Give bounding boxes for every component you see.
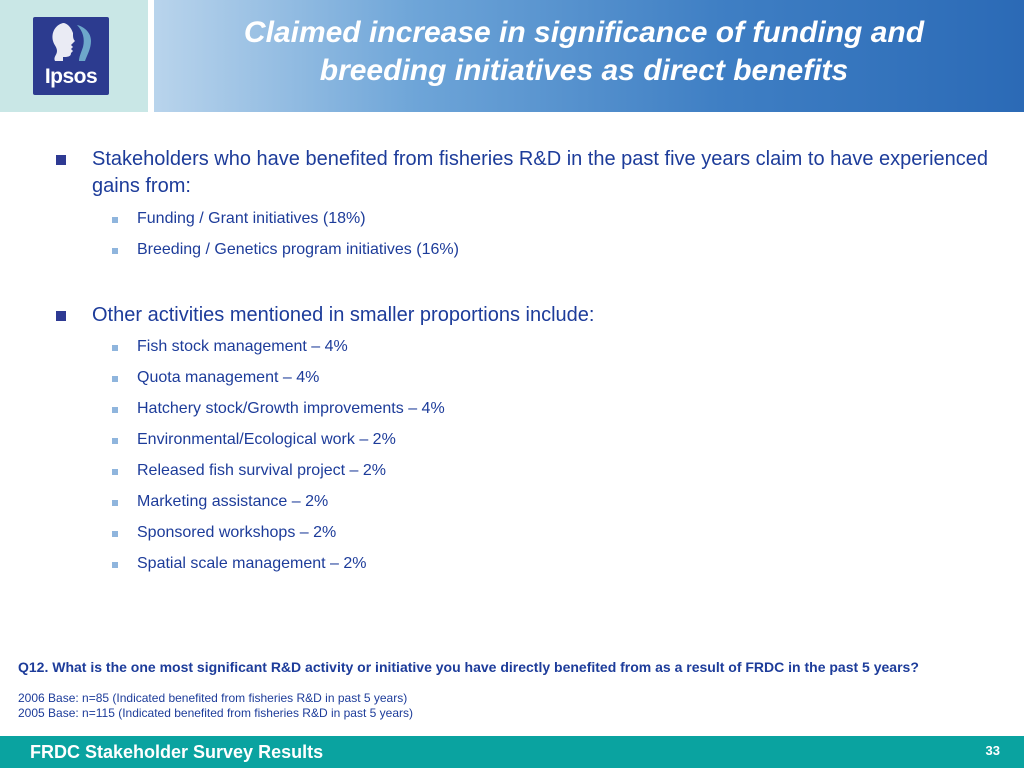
list-item: Marketing assistance – 2%: [137, 493, 329, 510]
item-bullet: [112, 469, 118, 475]
survey-question: Q12. What is the one most significant R&…: [18, 659, 919, 675]
list-item: Hatchery stock/Growth improvements – 4%: [137, 400, 445, 417]
item-bullet: [112, 438, 118, 444]
list-item: Funding / Grant initiatives (18%): [137, 210, 366, 227]
slide-title: Claimed increase in significance of fund…: [154, 14, 1014, 90]
list-item: Breeding / Genetics program initiatives …: [137, 241, 459, 258]
title-line-1: Claimed increase in significance of fund…: [243, 16, 925, 49]
section-heading: Stakeholders who have benefited from fis…: [92, 148, 989, 197]
ipsos-logo: Ipsos: [33, 17, 109, 95]
list-item: Spatial scale management – 2%: [137, 555, 367, 572]
item-bullet: [112, 407, 118, 413]
section-bullet: [56, 311, 66, 321]
item-bullet: [112, 531, 118, 537]
logo-text: Ipsos: [44, 65, 98, 88]
list-item: Environmental/Ecological work – 2%: [137, 431, 396, 448]
base-2005: 2005 Base: n=115 (Indicated benefited fr…: [18, 706, 413, 720]
title-line-2: breeding initiatives as direct benefits: [319, 54, 849, 87]
logo-panel: Ipsos: [0, 0, 148, 112]
page-number: 33: [985, 743, 1000, 758]
base-2006: 2006 Base: n=85 (Indicated benefited fro…: [18, 691, 408, 705]
item-bullet: [112, 248, 118, 254]
item-bullet: [112, 562, 118, 568]
item-bullet: [112, 500, 118, 506]
slide-footer: FRDC Stakeholder Survey Results 33: [0, 736, 1024, 768]
profile-head-icon: [52, 23, 91, 61]
slide-header: Ipsos Claimed increase in significance o…: [0, 0, 1024, 112]
item-bullet: [112, 345, 118, 351]
list-item: Fish stock management – 4%: [137, 338, 348, 355]
list-item: Quota management – 4%: [137, 369, 320, 386]
header-divider: [150, 0, 154, 112]
footer-label: FRDC Stakeholder Survey Results: [30, 742, 324, 762]
list-item: Released fish survival project – 2%: [137, 462, 387, 479]
title-band: [154, 0, 1024, 112]
list-item: Sponsored workshops – 2%: [137, 524, 337, 541]
item-bullet: [112, 376, 118, 382]
section-bullet: [56, 155, 66, 165]
section-heading: Other activities mentioned in smaller pr…: [92, 304, 595, 326]
item-bullet: [112, 217, 118, 223]
